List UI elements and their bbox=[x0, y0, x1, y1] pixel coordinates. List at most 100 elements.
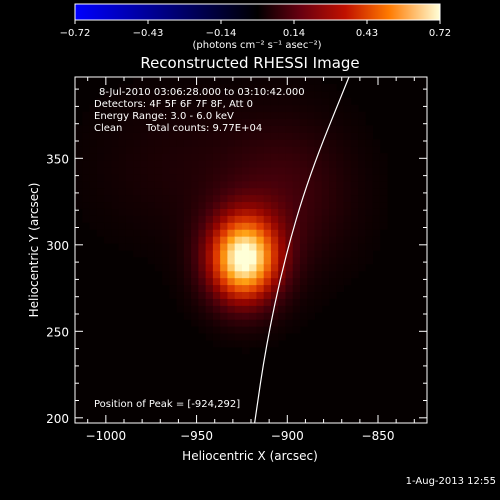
heatmap-cell bbox=[205, 173, 214, 182]
heatmap-cell bbox=[321, 180, 330, 189]
heatmap-cell bbox=[350, 243, 359, 251]
heatmap-cell bbox=[118, 236, 127, 244]
heatmap-cell bbox=[220, 139, 228, 147]
heatmap-cell bbox=[234, 326, 243, 334]
heatmap-cell bbox=[336, 104, 345, 113]
heatmap-cell bbox=[336, 250, 345, 258]
heatmap-cell bbox=[176, 173, 185, 182]
heatmap-cell bbox=[365, 180, 374, 189]
heatmap-cell bbox=[111, 153, 120, 161]
heatmap-cell bbox=[241, 215, 250, 223]
heatmap-cell bbox=[183, 153, 192, 161]
heatmap-cell bbox=[89, 132, 98, 140]
heatmap-cell bbox=[321, 208, 330, 216]
heatmap-cell bbox=[270, 160, 279, 168]
colorbar-tick-label: 0.72 bbox=[429, 28, 451, 39]
heatmap-cell bbox=[278, 125, 286, 133]
heatmap-cell bbox=[307, 236, 316, 244]
heatmap-cell bbox=[263, 250, 272, 258]
heatmap-cell bbox=[183, 222, 192, 230]
heatmap-cell bbox=[212, 263, 221, 272]
heatmap-cell bbox=[176, 291, 185, 299]
heatmap-cell bbox=[278, 222, 286, 230]
x-tick-label: −1000 bbox=[86, 429, 127, 443]
heatmap-cell bbox=[234, 153, 243, 161]
heatmap-cell bbox=[343, 229, 352, 237]
heatmap-cell bbox=[176, 111, 185, 120]
heatmap-cell bbox=[270, 90, 279, 99]
heatmap-cell bbox=[270, 194, 279, 203]
heatmap-cell bbox=[263, 270, 272, 279]
heatmap-cell bbox=[104, 173, 112, 182]
heatmap-cell bbox=[183, 77, 192, 85]
heatmap-cell bbox=[140, 77, 149, 85]
heatmap-cell bbox=[249, 194, 257, 203]
heatmap-cell bbox=[358, 118, 366, 126]
heatmap-cell bbox=[169, 139, 178, 147]
heatmap-cell bbox=[198, 194, 207, 203]
heatmap-cell bbox=[321, 125, 330, 133]
heatmap-cell bbox=[111, 166, 120, 175]
heatmap-cell bbox=[336, 111, 345, 120]
heatmap-cell bbox=[336, 201, 345, 209]
heatmap-cell bbox=[169, 153, 178, 161]
heatmap-cell bbox=[249, 139, 257, 147]
heatmap-cell bbox=[307, 201, 316, 209]
heatmap-image bbox=[75, 77, 388, 355]
heatmap-cell bbox=[198, 298, 207, 306]
heatmap-cell bbox=[234, 222, 243, 230]
heatmap-cell bbox=[118, 97, 127, 106]
heatmap-cell bbox=[162, 118, 170, 126]
heatmap-cell bbox=[227, 77, 236, 85]
heatmap-cell bbox=[212, 83, 221, 92]
heatmap-cell bbox=[198, 312, 207, 320]
heatmap-cell bbox=[270, 125, 279, 133]
heatmap-cell bbox=[343, 250, 352, 258]
heatmap-cell bbox=[191, 146, 199, 154]
heatmap-cell bbox=[212, 111, 221, 120]
heatmap-cell bbox=[256, 153, 265, 161]
heatmap-cell bbox=[299, 270, 308, 279]
heatmap-cell bbox=[307, 90, 316, 99]
heatmap-cell bbox=[82, 111, 91, 120]
heatmap-cell bbox=[162, 104, 170, 113]
heatmap-cell bbox=[292, 77, 301, 85]
heatmap-cell bbox=[111, 139, 120, 147]
heatmap-cell bbox=[89, 139, 98, 147]
heatmap-cell bbox=[220, 77, 228, 85]
heatmap-cell bbox=[169, 256, 178, 265]
heatmap-cell bbox=[234, 277, 243, 286]
heatmap-cell bbox=[307, 153, 316, 161]
heatmap-cell bbox=[292, 236, 301, 244]
heatmap-cell bbox=[263, 277, 272, 286]
heatmap-cell bbox=[343, 104, 352, 113]
heatmap-cell bbox=[140, 180, 149, 189]
heatmap-cell bbox=[336, 215, 345, 223]
heatmap-cell bbox=[278, 132, 286, 140]
heatmap-cell bbox=[205, 222, 214, 230]
heatmap-cell bbox=[205, 305, 214, 313]
heatmap-cell bbox=[176, 166, 185, 175]
heatmap-cell bbox=[212, 118, 221, 126]
heatmap-cell bbox=[176, 229, 185, 237]
heatmap-cell bbox=[82, 208, 91, 216]
heatmap-cell bbox=[169, 111, 178, 120]
heatmap-cell bbox=[299, 319, 308, 327]
heatmap-cell bbox=[220, 215, 228, 223]
footer-timestamp: 1-Aug-2013 12:55 bbox=[406, 476, 496, 487]
heatmap-cell bbox=[147, 201, 156, 209]
heatmap-cell bbox=[183, 236, 192, 244]
heatmap-cell bbox=[241, 104, 250, 113]
heatmap-cell bbox=[256, 146, 265, 154]
heatmap-cell bbox=[256, 339, 265, 348]
heatmap-cell bbox=[292, 132, 301, 140]
heatmap-cell bbox=[227, 187, 236, 196]
heatmap-cell bbox=[118, 160, 127, 168]
heatmap-cell bbox=[220, 153, 228, 161]
heatmap-cell bbox=[314, 263, 323, 272]
heatmap-cell bbox=[104, 104, 112, 113]
heatmap-cell bbox=[241, 201, 250, 209]
heatmap-cell bbox=[263, 187, 272, 196]
heatmap-cell bbox=[285, 166, 294, 175]
